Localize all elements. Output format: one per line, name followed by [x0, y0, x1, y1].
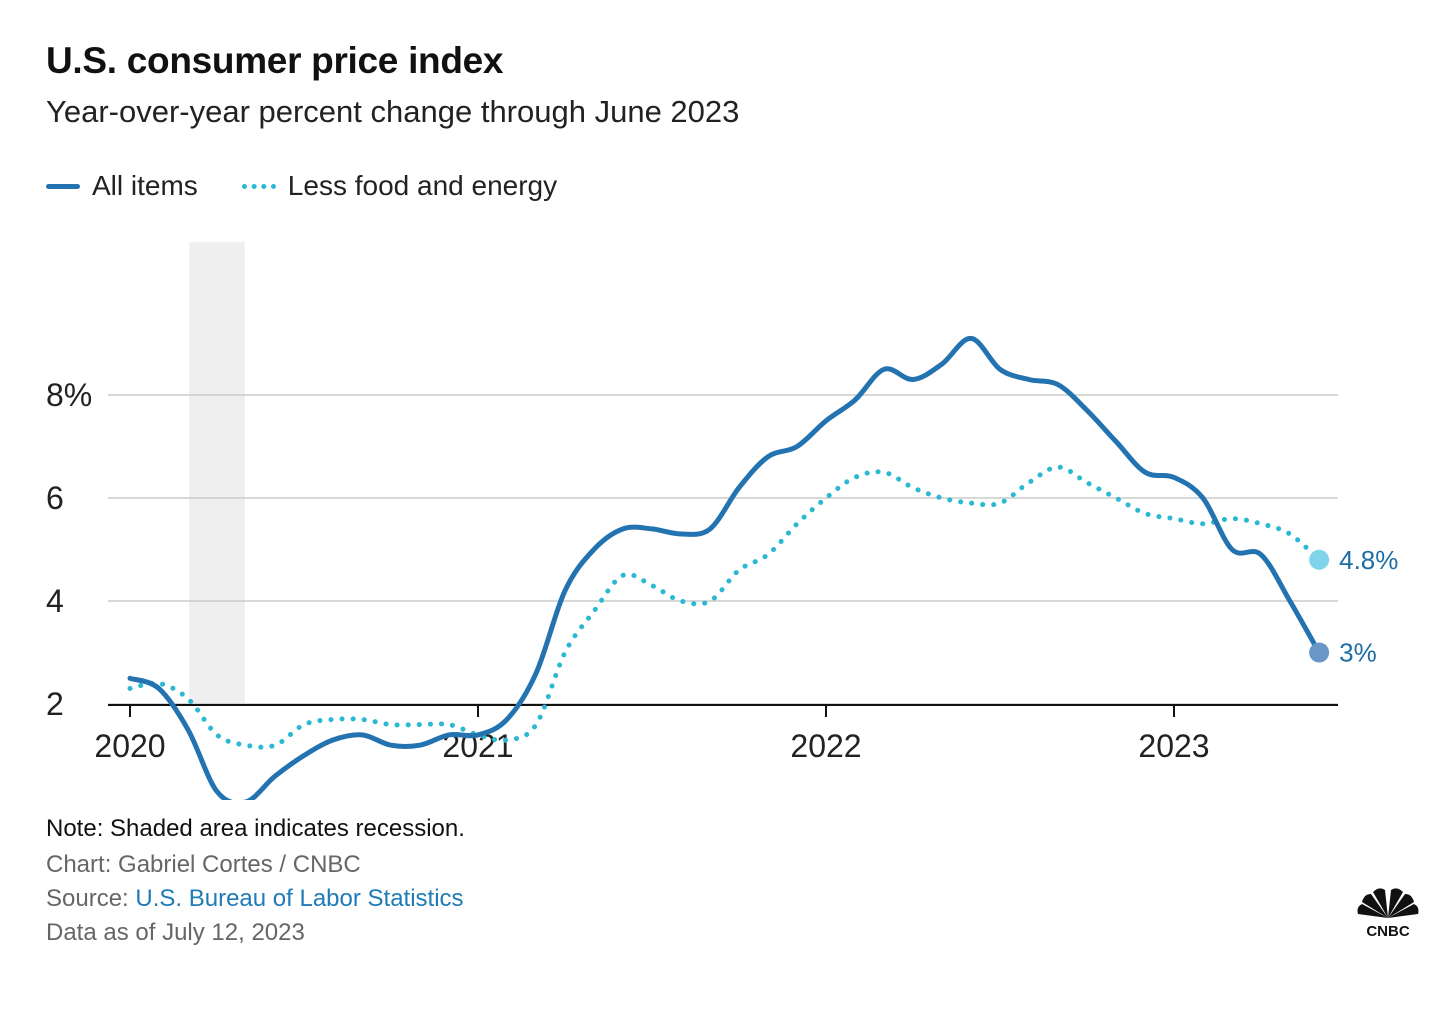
series-line-all-items	[127, 335, 1322, 800]
x-tick-label-2020: 2020	[94, 728, 165, 764]
footer-note: Note: Shaded area indicates recession.	[46, 815, 465, 842]
logo-wordmark: CNBC	[1366, 923, 1409, 940]
footer-source: Source: U.S. Bureau of Labor Statistics	[46, 882, 465, 916]
end-marker-all-items	[1309, 642, 1330, 663]
series-line-less-food-energy	[127, 464, 1322, 750]
footer-credit: Chart: Gabriel Cortes / CNBC	[46, 851, 361, 878]
end-marker-less-food-energy	[1309, 549, 1330, 570]
legend: All items Less food and energy	[46, 170, 601, 202]
legend-item-less-food-energy: Less food and energy	[241, 170, 558, 202]
legend-swatch-dotted	[241, 183, 276, 189]
peacock-icon	[1357, 888, 1419, 918]
source-link[interactable]: U.S. Bureau of Labor Statistics	[135, 885, 464, 912]
y-tick-label-8: 8%	[46, 377, 92, 413]
chart-title: U.S. consumer price index	[46, 40, 504, 81]
x-tick-label-2023: 2023	[1138, 728, 1209, 764]
legend-swatch-solid	[46, 183, 80, 189]
y-tick-label-6: 6	[46, 480, 64, 516]
chart-subtitle: Year-over-year percent change through Ju…	[46, 94, 740, 129]
footer-source-prefix: Source:	[46, 885, 136, 912]
y-tick-label-2: 2	[46, 686, 64, 722]
y-tick-label-4: 4	[46, 583, 64, 619]
footer-date: Data as of July 12, 2023	[46, 919, 305, 946]
cnbc-logo: CNBC	[1357, 888, 1419, 940]
end-label-all-items: 3%	[1339, 638, 1377, 668]
x-tick-label-2022: 2022	[790, 728, 861, 764]
legend-label-all-items: All items	[92, 170, 198, 201]
chart-footer: Note: Shaded area indicates recession. C…	[46, 812, 465, 950]
end-label-less-food-energy: 4.8%	[1339, 545, 1398, 575]
recession-shade	[189, 242, 245, 705]
legend-item-all-items: All items	[46, 170, 198, 202]
legend-label-less-food-energy: Less food and energy	[287, 170, 558, 201]
